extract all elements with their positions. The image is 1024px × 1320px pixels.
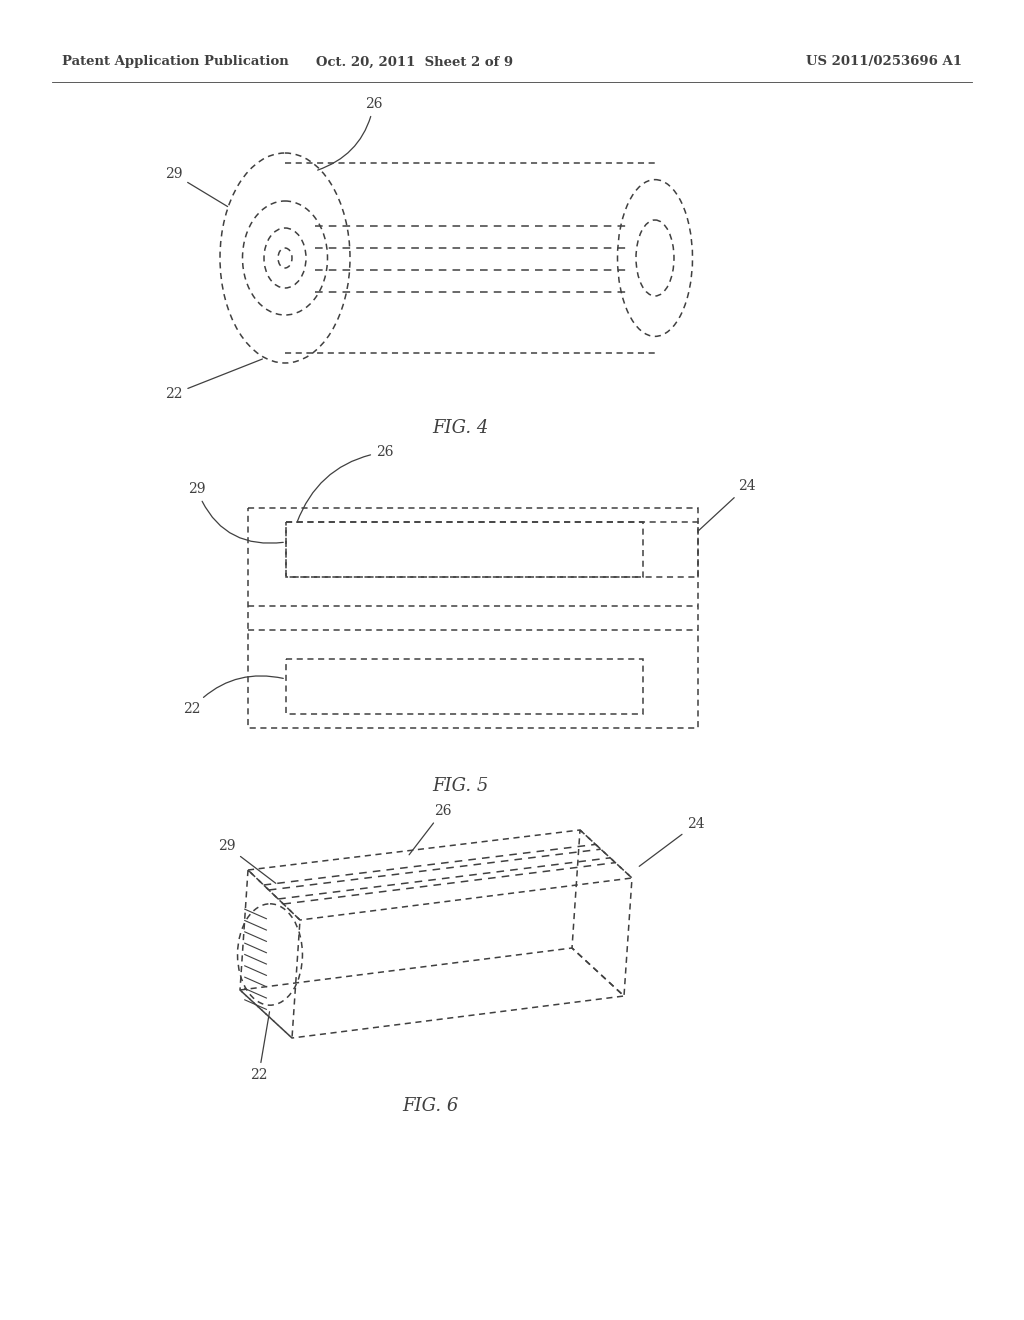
Text: 26: 26	[317, 96, 383, 170]
Text: 24: 24	[698, 479, 756, 531]
Bar	[248, 508, 698, 729]
Text: Patent Application Publication: Patent Application Publication	[62, 55, 289, 69]
Text: 29: 29	[165, 168, 227, 206]
Text: FIG. 5: FIG. 5	[432, 777, 488, 795]
Text: 22: 22	[183, 676, 284, 715]
Text: 29: 29	[218, 840, 275, 883]
Text: 22: 22	[165, 359, 262, 401]
Text: FIG. 4: FIG. 4	[432, 418, 488, 437]
Bar	[286, 521, 643, 577]
Text: 29: 29	[188, 482, 284, 544]
Text: 26: 26	[410, 804, 452, 855]
Bar	[286, 521, 698, 577]
Text: US 2011/0253696 A1: US 2011/0253696 A1	[806, 55, 962, 69]
Text: 22: 22	[250, 1011, 269, 1082]
Text: 26: 26	[297, 445, 393, 523]
Bar	[286, 659, 643, 714]
Text: FIG. 6: FIG. 6	[401, 1097, 458, 1115]
Text: 24: 24	[639, 817, 705, 866]
Text: Oct. 20, 2011  Sheet 2 of 9: Oct. 20, 2011 Sheet 2 of 9	[316, 55, 514, 69]
